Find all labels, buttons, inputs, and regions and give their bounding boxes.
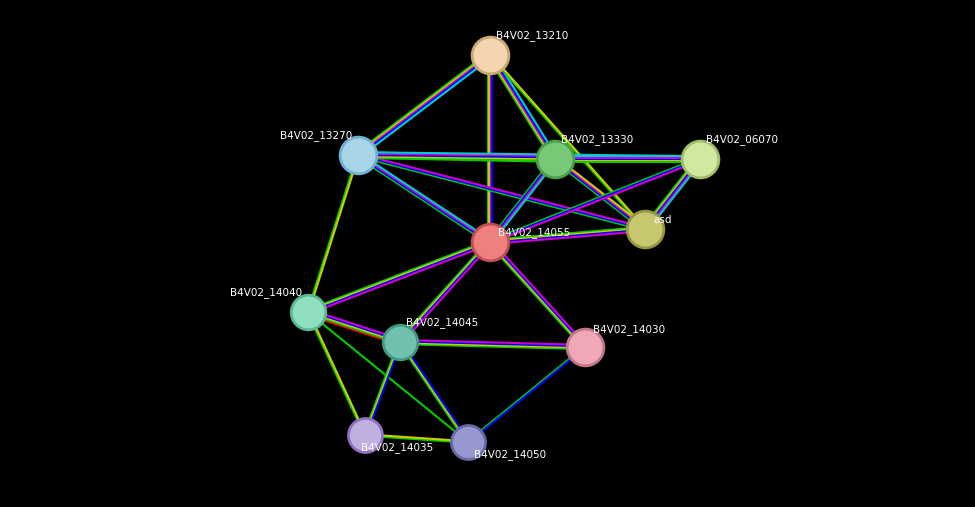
Text: B4V02_14035: B4V02_14035 [361,442,433,453]
Text: B4V02_14050: B4V02_14050 [474,449,546,460]
Point [483,51,498,59]
Text: B4V02_14030: B4V02_14030 [593,324,665,335]
Point [460,438,476,446]
Point [300,308,316,316]
Text: asd: asd [653,215,672,225]
Point [577,343,593,351]
Point [357,431,372,439]
Point [547,155,563,163]
Text: B4V02_13210: B4V02_13210 [496,30,568,41]
Text: B4V02_14040: B4V02_14040 [230,287,302,298]
Text: B4V02_14055: B4V02_14055 [498,227,570,238]
Text: B4V02_14045: B4V02_14045 [406,317,479,328]
Text: B4V02_13270: B4V02_13270 [280,130,352,141]
Text: B4V02_13330: B4V02_13330 [561,134,633,145]
Point [392,338,408,346]
Point [483,238,498,246]
Point [638,225,653,233]
Point [692,155,708,163]
Point [350,151,366,159]
Text: B4V02_06070: B4V02_06070 [706,134,778,145]
